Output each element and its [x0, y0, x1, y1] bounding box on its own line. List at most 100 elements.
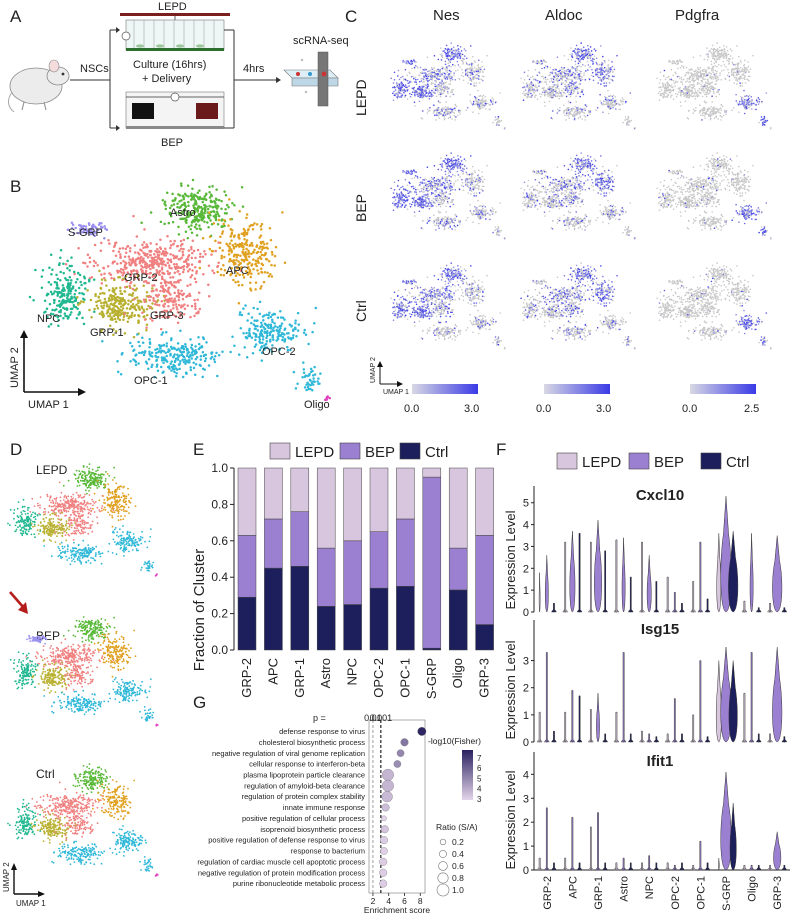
- term-dot: [379, 868, 388, 877]
- violin-ytick-label: 0: [523, 865, 529, 877]
- enrich-xtick-label: 2: [371, 896, 376, 906]
- violin-ifit1-opc-2-ctrl: [681, 862, 683, 871]
- violin-legend-bep: BEP: [654, 454, 684, 471]
- cluster-label-astro: Astro: [170, 207, 196, 219]
- violin-legend-ctrl: Ctrl: [726, 454, 749, 471]
- fraction-xtick-label: S-GRP: [424, 658, 439, 699]
- violin-cxcl10-oligo-lepd: [743, 600, 746, 613]
- violin-isg15-opc-2-lepd: [666, 733, 669, 743]
- feature-plot-pdgfra-ctrl: [656, 262, 772, 350]
- violin-isg15-opc-2-bep: [673, 698, 676, 743]
- bar-apc-ctrl: [264, 567, 283, 651]
- row-label-lepd: LEPD: [353, 79, 369, 116]
- violin-swatch-bep: [628, 452, 650, 470]
- violin-ytick-label: 1: [523, 710, 529, 722]
- fraction-legend-lepd: LEPD: [295, 444, 334, 461]
- hours-label: 4hrs: [243, 63, 265, 75]
- violin-isg15-opc-2-ctrl: [681, 733, 683, 743]
- violin-ifit1-opc-2-lepd: [666, 862, 669, 871]
- violin-ytick-label: 2: [523, 683, 529, 695]
- term-label: cellular response to interferon-beta: [249, 760, 366, 769]
- violin-isg15-oligo-bep: [750, 652, 753, 743]
- size-legend-tick: 1.0: [452, 885, 464, 895]
- scale-max-nes: 3.0: [464, 403, 479, 415]
- violin-isg15-grp-2-ctrl: [553, 730, 555, 743]
- term-dot: [393, 760, 402, 768]
- fraction-xtick-label: GRP-1: [292, 658, 307, 698]
- violin-ytick-label: 2: [523, 563, 529, 575]
- violin-legend-lepd: LEPD: [582, 454, 621, 471]
- size-legend-dot: [436, 883, 450, 897]
- violin-ifit1-npc-bep: [648, 855, 651, 871]
- term-label: innate immune response: [283, 803, 365, 812]
- violin-xtick-label: GRP-2: [542, 876, 554, 910]
- violin-ifit1-apc-bep: [571, 817, 574, 871]
- violin-gene-title: Ifit1: [647, 753, 674, 770]
- violin-gene-title: Cxcl10: [636, 487, 684, 504]
- panel-g-label: G: [193, 693, 206, 712]
- bar-apc-lepd: [264, 467, 283, 520]
- violin-xtick-label: OPC-2: [670, 876, 682, 910]
- enrichment-chart: p = 0.010.001 defense response to virus cho…: [197, 713, 482, 915]
- violin-isg15-apc-ctrl: [578, 695, 581, 743]
- violin-cxcl10-grp-2-lepd: [538, 572, 541, 613]
- violin-ifit1-grp-1-bep: [597, 812, 599, 871]
- term-label: plasma lipoprotein particle clearance: [243, 771, 365, 780]
- violin-xtick-label: NPC: [644, 876, 656, 899]
- feature-plot-nes-bep: [390, 152, 506, 240]
- violin-ifit1-apc-lepd: [564, 857, 567, 871]
- bar-grp-2-ctrl: [237, 596, 257, 651]
- violin-isg15-astro-bep: [622, 652, 625, 743]
- bar-npc-ctrl: [343, 604, 362, 651]
- term-dot: [380, 825, 389, 834]
- bep-arrow: [9, 591, 28, 614]
- term-dot: [381, 768, 394, 781]
- violin-isg15-npc-ctrl: [655, 736, 658, 743]
- violin-isg15-grp-3-bep: [772, 646, 783, 743]
- color-legend-tick: 4: [477, 785, 482, 794]
- violin-cxcl10-astro-lepd: [615, 539, 618, 613]
- term-label: negative regulation of viral genome repl…: [212, 749, 365, 758]
- lepd-device: LEPD: [120, 1, 230, 51]
- cluster-label-grp-2: GRP-2: [124, 272, 158, 284]
- size-legend-dot: [438, 861, 448, 871]
- fraction-xtick-label: OPC-2: [371, 658, 386, 698]
- violin-cxcl10-astro-bep: [621, 537, 626, 613]
- feature-plot-nes-lepd: [390, 42, 506, 130]
- term-dot: [381, 779, 394, 792]
- violin-cxcl10-grp-3-ctrl: [783, 607, 786, 613]
- legend-swatch-bep: [339, 442, 361, 460]
- violin-cxcl10-opc-1-ctrl: [706, 598, 709, 613]
- size-legend-dot: [439, 850, 447, 858]
- fraction-xtick-label: GRP-2: [239, 658, 254, 698]
- fraction-legend-bep: BEP: [365, 444, 395, 461]
- gene-header-pdgfra: Pdgfra: [675, 7, 720, 24]
- fraction-xtick-label: NPC: [345, 658, 360, 685]
- cluster-label-oligo: Oligo: [304, 399, 330, 411]
- violin-ifit1-grp-3-bep: [773, 831, 782, 871]
- fraction-ytick-label: 0.2: [211, 607, 228, 621]
- violin-cxcl10-grp-1-ctrl: [604, 550, 607, 613]
- term-label: regulation of cardiac muscle cell apopto…: [197, 857, 365, 866]
- violin-ytick-label: 3: [523, 656, 529, 668]
- violin-cxcl10-grp-3-bep: [772, 535, 783, 613]
- enrich-xtick-label: 4: [386, 896, 391, 906]
- bar-opc-2-bep: [369, 531, 389, 589]
- term-dot: [380, 836, 388, 845]
- term-label: isoprenoid biosynthetic process: [260, 825, 365, 834]
- violin-ifit1-grp-2-lepd: [538, 857, 541, 871]
- scale-min-nes: 0.0: [404, 403, 419, 415]
- panel-b: B Astro S-GRP APC GRP-2 NPC GRP-3 GRP-1 …: [9, 177, 331, 411]
- violin-gene-title: Isg15: [641, 621, 679, 638]
- violin-cxcl10-apc-bep: [569, 531, 576, 613]
- violin-ifit1-opc-1-bep: [699, 841, 702, 871]
- umap-d-y-label: UMAP 2: [2, 862, 11, 892]
- mouse-illustration: [8, 59, 70, 113]
- fraction-xtick-label: Astro: [318, 658, 333, 688]
- violin-legend: LEPD BEP Ctrl: [556, 452, 749, 471]
- panel-e: E LEPD BEP Ctrl Fraction of Cluster 0.00…: [191, 440, 494, 699]
- violin-ifit1-grp-3-lepd: [769, 864, 771, 871]
- culture-label-2: + Delivery: [142, 73, 192, 85]
- umap-split-lepd: [7, 463, 158, 577]
- fraction-xtick-label: APC: [265, 658, 280, 685]
